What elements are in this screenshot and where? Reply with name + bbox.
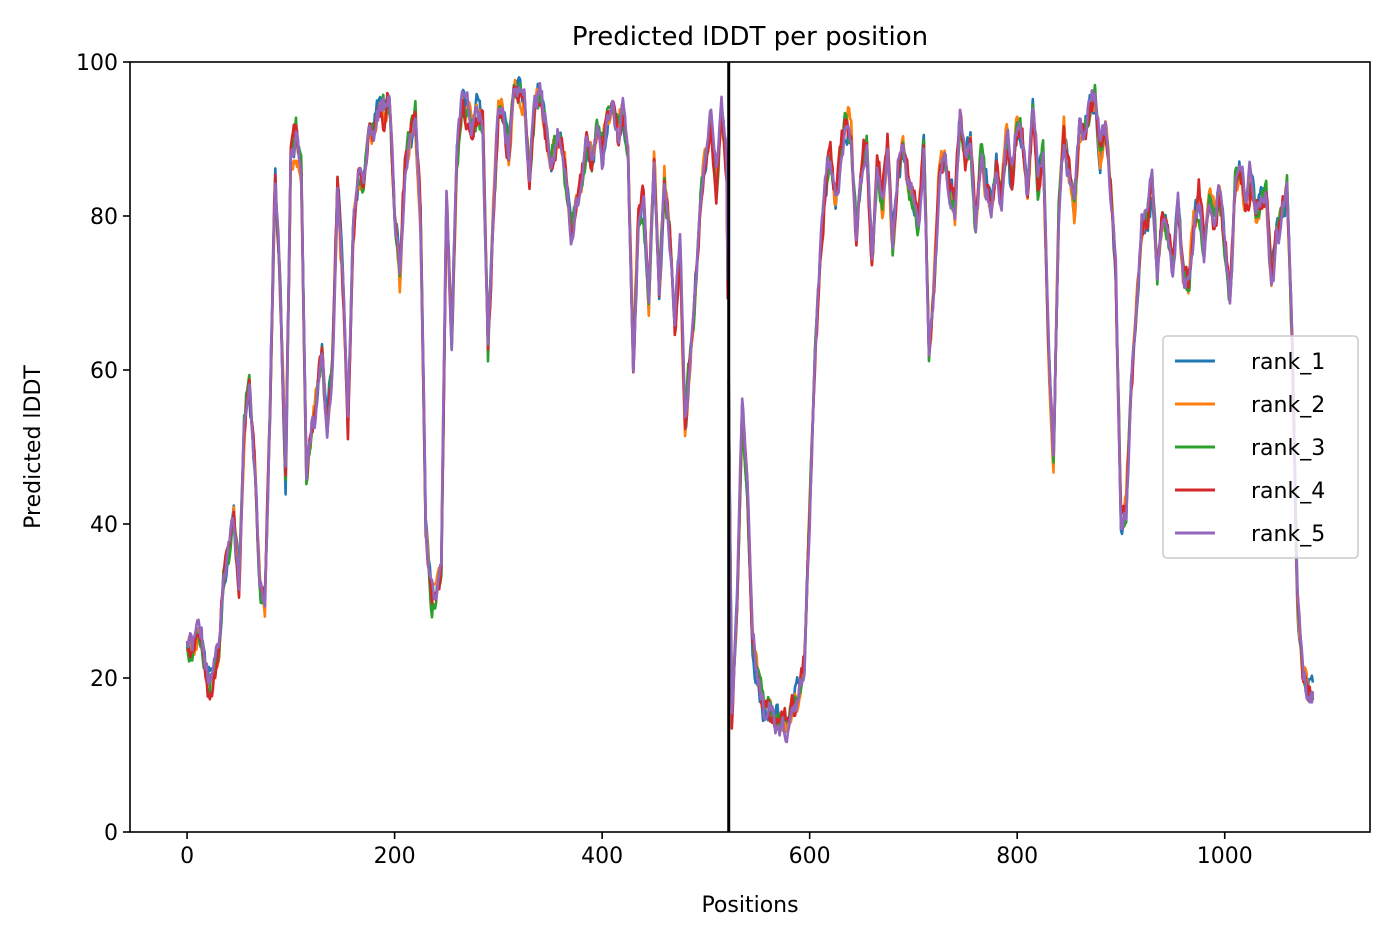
y-tick-label: 20 — [90, 667, 118, 692]
x-tick-label: 400 — [581, 844, 623, 869]
plot-area — [129, 61, 1371, 833]
legend-label-rank_5: rank_5 — [1251, 522, 1325, 547]
x-tick-label: 600 — [789, 844, 831, 869]
legend-label-rank_2: rank_2 — [1251, 393, 1325, 418]
x-tick-label: 0 — [180, 844, 194, 869]
x-tick-label: 1000 — [1197, 844, 1253, 869]
x-tick-label: 800 — [996, 844, 1038, 869]
y-tick-label: 60 — [90, 359, 118, 384]
series-line-rank_5-part1 — [185, 81, 729, 685]
y-axis: 0 20 40 60 80 100 — [76, 51, 130, 846]
y-tick-label: 100 — [76, 51, 118, 76]
axes-frame — [129, 61, 1371, 833]
y-tick-label: 80 — [90, 205, 118, 230]
legend-label-rank_1: rank_1 — [1251, 350, 1325, 375]
series-layer — [185, 76, 1315, 744]
series-line-rank_5-part2 — [727, 89, 1315, 744]
legend-label-rank_3: rank_3 — [1251, 436, 1325, 461]
x-axis: 0 200 400 600 800 1000 — [180, 832, 1253, 869]
x-tick-label: 200 — [374, 844, 416, 869]
legend: rank_1 rank_2 rank_3 rank_4 rank_5 — [1162, 335, 1359, 559]
legend-frame — [1162, 335, 1359, 559]
y-tick-label: 40 — [90, 513, 118, 538]
legend-label-rank_4: rank_4 — [1251, 479, 1325, 504]
chart-title: Predicted lDDT per position — [572, 22, 928, 52]
y-axis-label: Predicted lDDT — [21, 365, 46, 529]
y-tick-label: 0 — [104, 821, 118, 846]
x-axis-label: Positions — [701, 893, 798, 918]
